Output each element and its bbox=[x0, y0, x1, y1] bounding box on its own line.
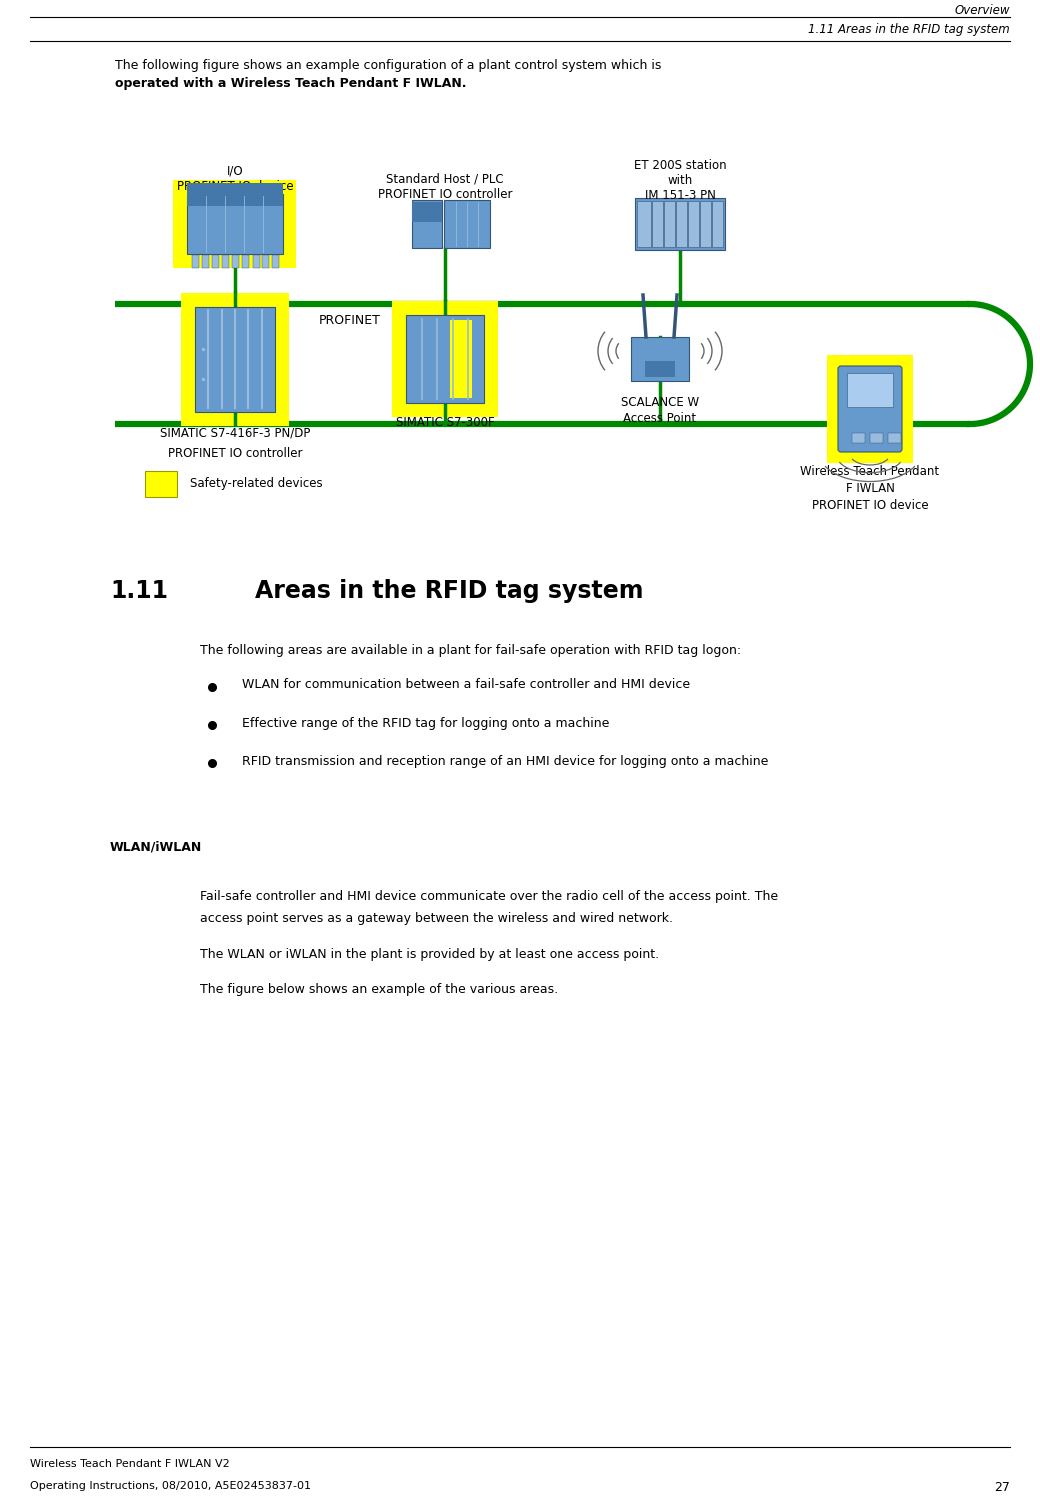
Text: The WLAN or iWLAN in the plant is provided by at least one access point.: The WLAN or iWLAN in the plant is provid… bbox=[200, 948, 659, 961]
Text: RFID transmission and reception range of an HMI device for logging onto a machin: RFID transmission and reception range of… bbox=[242, 754, 769, 768]
FancyBboxPatch shape bbox=[192, 255, 200, 269]
Text: ET 200S station: ET 200S station bbox=[633, 158, 726, 172]
FancyBboxPatch shape bbox=[406, 315, 484, 403]
FancyBboxPatch shape bbox=[652, 201, 664, 247]
Text: Wireless Teach Pendant F IWLAN V2: Wireless Teach Pendant F IWLAN V2 bbox=[30, 1459, 230, 1468]
FancyBboxPatch shape bbox=[888, 433, 901, 444]
FancyBboxPatch shape bbox=[636, 201, 651, 247]
Text: 27: 27 bbox=[994, 1480, 1010, 1494]
FancyBboxPatch shape bbox=[645, 361, 675, 377]
Text: SIMATIC S7-416F-3 PN/DP: SIMATIC S7-416F-3 PN/DP bbox=[160, 426, 310, 439]
FancyBboxPatch shape bbox=[187, 183, 283, 207]
FancyBboxPatch shape bbox=[712, 201, 723, 247]
FancyBboxPatch shape bbox=[700, 201, 711, 247]
Text: Areas in the RFID tag system: Areas in the RFID tag system bbox=[255, 579, 644, 604]
FancyBboxPatch shape bbox=[253, 255, 260, 269]
FancyBboxPatch shape bbox=[242, 255, 250, 269]
FancyBboxPatch shape bbox=[212, 255, 219, 269]
Text: F IWLAN: F IWLAN bbox=[846, 481, 894, 495]
FancyBboxPatch shape bbox=[444, 201, 490, 247]
FancyBboxPatch shape bbox=[174, 180, 296, 269]
Text: Fail-safe controller and HMI device communicate over the radio cell of the acces: Fail-safe controller and HMI device comm… bbox=[200, 890, 778, 902]
Text: 1.11: 1.11 bbox=[110, 579, 168, 604]
FancyBboxPatch shape bbox=[181, 293, 289, 426]
Text: Standard Host / PLC: Standard Host / PLC bbox=[386, 174, 503, 186]
Text: Overview: Overview bbox=[955, 5, 1010, 18]
FancyBboxPatch shape bbox=[676, 201, 687, 247]
FancyBboxPatch shape bbox=[412, 202, 442, 222]
FancyBboxPatch shape bbox=[827, 355, 913, 463]
Text: PROFINET IO controller: PROFINET IO controller bbox=[378, 189, 513, 201]
Text: SIMATIC S7-300F: SIMATIC S7-300F bbox=[395, 416, 494, 429]
FancyBboxPatch shape bbox=[852, 433, 865, 444]
FancyBboxPatch shape bbox=[838, 367, 902, 453]
Text: Wireless Teach Pendant: Wireless Teach Pendant bbox=[801, 465, 939, 478]
Text: WLAN/iWLAN: WLAN/iWLAN bbox=[110, 841, 202, 853]
Text: 1.11 Areas in the RFID tag system: 1.11 Areas in the RFID tag system bbox=[808, 23, 1010, 36]
FancyBboxPatch shape bbox=[392, 300, 498, 416]
Text: PROFINET IO device: PROFINET IO device bbox=[177, 180, 293, 193]
FancyBboxPatch shape bbox=[847, 373, 893, 407]
Text: with: with bbox=[668, 174, 693, 187]
Text: PROFINET IO controller: PROFINET IO controller bbox=[167, 447, 303, 460]
Text: IM 151-3 PN: IM 151-3 PN bbox=[645, 189, 716, 202]
FancyBboxPatch shape bbox=[664, 201, 675, 247]
FancyBboxPatch shape bbox=[262, 255, 269, 269]
FancyBboxPatch shape bbox=[412, 201, 442, 247]
FancyBboxPatch shape bbox=[196, 306, 275, 412]
Text: Safety-related devices: Safety-related devices bbox=[190, 477, 322, 490]
Text: I/O: I/O bbox=[227, 164, 243, 178]
Text: The following areas are available in a plant for fail-safe operation with RFID t: The following areas are available in a p… bbox=[200, 644, 742, 656]
Text: The figure below shows an example of the various areas.: The figure below shows an example of the… bbox=[200, 982, 558, 996]
Text: operated with a Wireless Teach Pendant F IWLAN.: operated with a Wireless Teach Pendant F… bbox=[115, 77, 467, 91]
Text: WLAN for communication between a fail-safe controller and HMI device: WLAN for communication between a fail-sa… bbox=[242, 679, 691, 691]
FancyBboxPatch shape bbox=[870, 433, 883, 444]
Text: Access Point: Access Point bbox=[623, 412, 697, 426]
FancyBboxPatch shape bbox=[688, 201, 699, 247]
Text: The following figure shows an example configuration of a plant control system wh: The following figure shows an example co… bbox=[115, 59, 661, 72]
FancyBboxPatch shape bbox=[233, 255, 239, 269]
Text: PROFINET: PROFINET bbox=[319, 314, 381, 327]
Text: Operating Instructions, 08/2010, A5E02453837-01: Operating Instructions, 08/2010, A5E0245… bbox=[30, 1480, 311, 1491]
FancyBboxPatch shape bbox=[635, 198, 725, 250]
Text: access point serves as a gateway between the wireless and wired network.: access point serves as a gateway between… bbox=[200, 911, 673, 925]
FancyBboxPatch shape bbox=[631, 337, 688, 380]
FancyBboxPatch shape bbox=[145, 471, 177, 496]
FancyBboxPatch shape bbox=[223, 255, 230, 269]
FancyBboxPatch shape bbox=[203, 255, 209, 269]
Text: Effective range of the RFID tag for logging onto a machine: Effective range of the RFID tag for logg… bbox=[242, 717, 609, 729]
Text: SCALANCE W: SCALANCE W bbox=[621, 395, 699, 409]
Text: PROFINET IO device: PROFINET IO device bbox=[811, 499, 929, 512]
FancyBboxPatch shape bbox=[187, 195, 283, 254]
FancyBboxPatch shape bbox=[450, 320, 472, 398]
FancyBboxPatch shape bbox=[272, 255, 280, 269]
